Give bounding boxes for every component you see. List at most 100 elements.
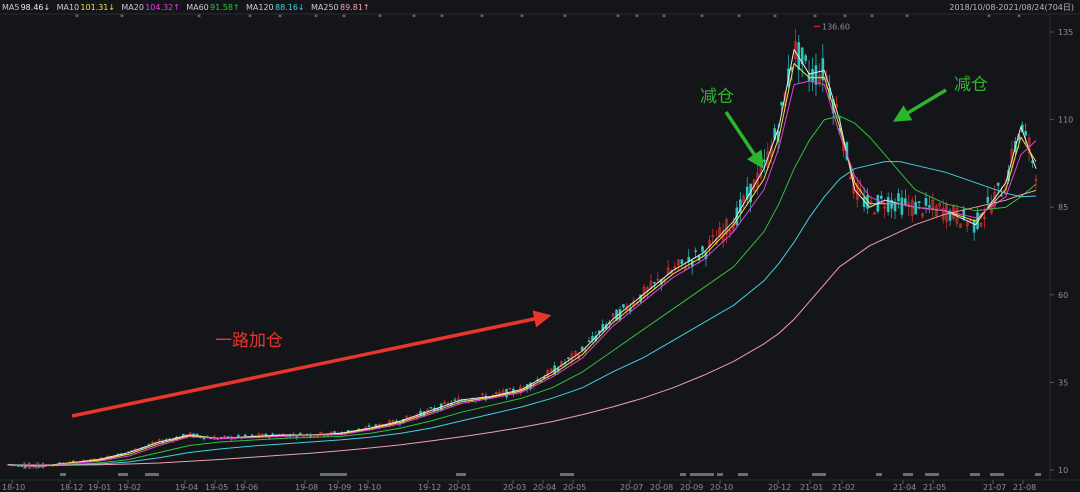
candle-body: [223, 435, 226, 438]
legend-name-ma10: MA10: [57, 3, 80, 12]
candle-body: [986, 197, 990, 203]
top-event-marker: *: [197, 13, 201, 22]
top-event-marker: *: [520, 13, 524, 22]
x-tick-label: 19-12: [418, 483, 441, 492]
candle-body: [1024, 131, 1027, 136]
candle-body: [821, 58, 825, 81]
candle-body: [250, 434, 254, 437]
candle-body: [869, 200, 873, 203]
x-tick-label: 19-04: [175, 483, 198, 492]
x-tick-label: 20-03: [503, 483, 526, 492]
candle-body: [890, 199, 893, 209]
band-marker: [700, 473, 714, 476]
candle-body: [996, 182, 1000, 186]
legend-value-ma20: 104.32↑: [145, 3, 180, 12]
candle-body: [195, 433, 199, 436]
candle-body: [694, 250, 697, 252]
candle-body: [931, 199, 935, 209]
x-tick-label: 20-09: [680, 483, 703, 492]
x-tick-label: 19-02: [118, 483, 141, 492]
x-tick-label: 20-10: [710, 483, 733, 492]
candle-body: [1000, 195, 1003, 197]
candle-body: [656, 278, 660, 281]
x-tick-label: 19-09: [328, 483, 351, 492]
legend-name-ma5: MA5: [2, 3, 19, 12]
candle-body: [938, 203, 942, 207]
top-event-marker: *: [480, 13, 484, 22]
candle-body: [298, 432, 302, 435]
top-event-marker: *: [248, 13, 252, 22]
x-axis-ticks: 18-10 18-12 19-01 19-02 19-04 19-05 19-06 19-08…: [2, 480, 1036, 492]
band-marker: [118, 473, 128, 476]
candle-body: [934, 206, 938, 217]
candle-body: [622, 304, 625, 308]
candle-body: [921, 213, 924, 217]
top-event-marker: *: [120, 13, 124, 22]
band-marker: [320, 473, 330, 476]
candle-body: [983, 216, 986, 219]
candle-body: [718, 227, 721, 237]
legend-value-ma60: 91.58↑: [210, 3, 240, 12]
red-arrow: [71, 310, 552, 418]
candle-body: [429, 407, 433, 409]
x-tick-label: 19-01: [88, 483, 111, 492]
candle-body: [924, 198, 928, 206]
top-event-marker: *: [1017, 13, 1021, 22]
x-tick-label: 21-02: [832, 483, 855, 492]
candle-body: [897, 193, 900, 202]
candle-body: [965, 222, 969, 227]
x-tick-label: 20-04: [533, 483, 556, 492]
candle-body: [560, 361, 563, 367]
band-marker: [330, 473, 344, 476]
top-event-marker: *: [635, 13, 639, 22]
candle-body: [804, 55, 807, 61]
candle-body: [333, 431, 336, 433]
candle-body: [972, 219, 976, 233]
candle-body: [653, 281, 656, 284]
candle-body: [601, 324, 605, 332]
top-event-marker: *: [563, 13, 567, 22]
candle-body: [680, 259, 684, 264]
candle-body: [739, 199, 742, 213]
green-arrow-left: [724, 111, 764, 169]
candle-body: [494, 392, 498, 395]
top-event-marker: *: [987, 13, 991, 22]
y-tick-label: 60: [1058, 291, 1068, 300]
legend-name-ma120: MA120: [246, 3, 274, 12]
y-tick-label: 85: [1058, 203, 1068, 212]
candle-body: [580, 346, 584, 351]
legend-name-ma20: MA20: [121, 3, 144, 12]
legend-value-ma10: 101.31↓: [80, 3, 115, 12]
top-event-marker: *: [700, 13, 704, 22]
legend-value-ma5: 98.46↓: [21, 3, 51, 12]
candle-body: [711, 235, 715, 237]
candle-body: [72, 460, 75, 463]
top-event-marker: *: [314, 13, 318, 22]
x-tick-label: 19-10: [358, 483, 381, 492]
candle-body: [959, 223, 962, 228]
candle-body: [347, 430, 350, 432]
top-event-marker: *: [278, 13, 282, 22]
top-event-marker: *: [773, 13, 777, 22]
candle-body: [873, 212, 876, 215]
band-marker: [341, 473, 347, 476]
x-tick-label: 20-05: [563, 483, 586, 492]
candle-body: [756, 173, 759, 188]
y-tick-label: 135: [1058, 28, 1073, 37]
annotation-add-position: 一路加仓: [215, 331, 283, 351]
candle-body: [811, 69, 814, 82]
x-tick-label: 19-08: [295, 483, 318, 492]
band-marker: [456, 473, 466, 476]
x-tick-label: 21-05: [923, 483, 946, 492]
candle-body: [886, 197, 890, 212]
value-label: 136.60: [822, 22, 850, 31]
band-marker: [970, 473, 980, 476]
legend: MA5 98.46↓ MA10 101.31↓ MA20 104.32↑ MA60 91.58…: [2, 3, 370, 12]
candle-body: [814, 65, 818, 85]
x-tick-label: 20-08: [650, 483, 673, 492]
candle-body: [883, 206, 887, 209]
candle-body: [639, 294, 642, 303]
band-marker: [812, 473, 826, 476]
annotation-reduce-left: 减仓: [700, 87, 734, 107]
